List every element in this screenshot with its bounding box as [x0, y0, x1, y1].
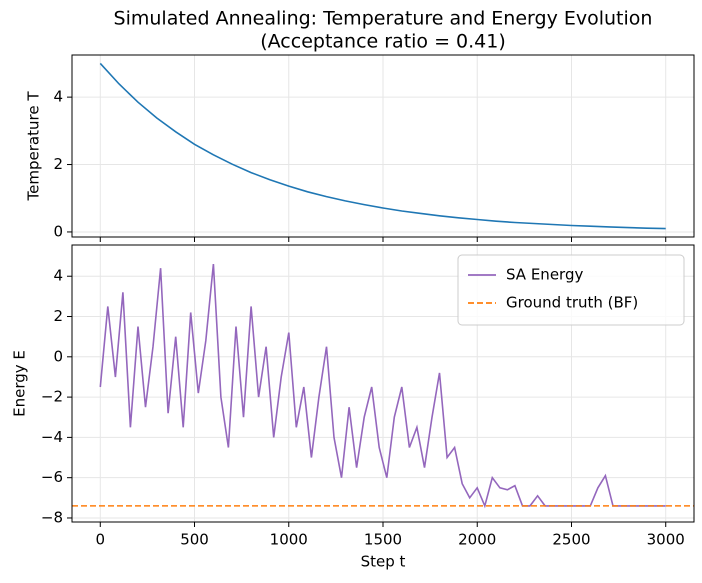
axes-frame	[71, 244, 695, 523]
y-tick-label: 0	[53, 347, 63, 365]
axes-frame	[71, 54, 695, 238]
y-tick-label: −8	[41, 508, 63, 526]
y-tick-label: 4	[53, 88, 63, 106]
x-tick-label: 500	[180, 531, 209, 549]
x-tick-label: 0	[95, 531, 105, 549]
y-tick-label: 4	[53, 267, 63, 285]
x-tick-label: 2500	[552, 531, 590, 549]
legend-box	[457, 254, 685, 326]
legend-label: SA Energy	[506, 266, 583, 284]
x-tick-label: 3000	[647, 531, 685, 549]
y-tick-label: −4	[41, 428, 63, 446]
y-tick-label: −2	[41, 388, 63, 406]
y-axis-label: Energy E	[11, 350, 29, 417]
x-tick-label: 1000	[270, 531, 308, 549]
x-tick-label: 2000	[458, 531, 496, 549]
legend-label: Ground truth (BF)	[506, 294, 638, 312]
y-axis-label: Temperature T	[25, 91, 43, 202]
data-line	[99, 62, 666, 230]
y-tick-label: 2	[53, 307, 63, 325]
y-tick-label: 2	[53, 155, 63, 173]
x-axis-label: Step t	[361, 553, 406, 571]
chart-title: Simulated Annealing: Temperature and Ene…	[114, 8, 653, 30]
chart-subtitle: (Acceptance ratio = 0.41)	[260, 31, 506, 53]
y-tick-label: −6	[41, 468, 63, 486]
y-tick-label: 0	[53, 222, 63, 240]
x-tick-label: 1500	[364, 531, 402, 549]
